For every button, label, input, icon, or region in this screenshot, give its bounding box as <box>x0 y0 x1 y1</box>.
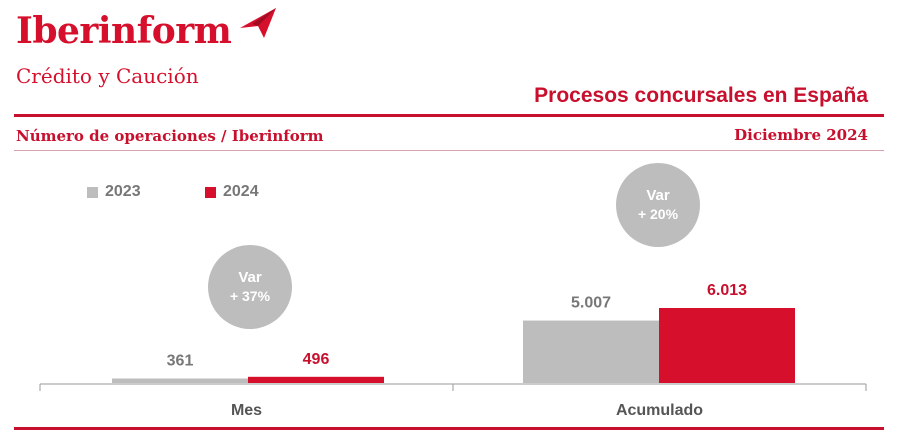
legend-item-2024: 2024 <box>205 183 259 201</box>
variation-value-mes: + 37% <box>230 288 271 304</box>
bar-mes-2023 <box>112 378 248 383</box>
data-label-mes-2024: 496 <box>303 351 330 368</box>
page-title: Procesos concursales en España <box>534 84 868 107</box>
header-divider <box>14 114 884 117</box>
bar-acumulado-2024 <box>659 308 795 383</box>
variation-label-acumulado: Var <box>646 187 670 204</box>
variation-badge-acumulado <box>616 163 700 247</box>
legend-swatch-2024 <box>205 186 216 198</box>
variation-label-mes: Var <box>238 269 262 286</box>
bar-acumulado-2023 <box>523 320 659 383</box>
x-tick-label-mes: Mes <box>231 402 262 419</box>
report-date: Diciembre 2024 <box>734 126 868 144</box>
brand-subtitle: Crédito y Caución <box>16 64 199 88</box>
variation-badge-mes <box>208 245 292 329</box>
bar-chart: 361 496 5.007 6.013 Mes Acumulado Var + 37% Var +… <box>39 163 867 419</box>
data-label-acumulado-2024: 6.013 <box>707 282 747 299</box>
bar-mes-2024 <box>248 376 384 383</box>
subtitle-divider <box>14 150 884 151</box>
footer-divider <box>14 427 884 430</box>
legend-label-2024: 2024 <box>223 183 259 200</box>
chart-subtitle: Número de operaciones / Iberinform <box>16 127 324 145</box>
legend-label-2023: 2023 <box>105 183 141 200</box>
paper-plane-icon <box>240 8 276 38</box>
legend-swatch-2023 <box>87 186 98 198</box>
data-label-mes-2023: 361 <box>167 352 194 369</box>
data-label-acumulado-2023: 5.007 <box>571 295 611 312</box>
legend-item-2023: 2023 <box>87 183 141 201</box>
x-tick-label-acumulado: Acumulado <box>616 402 703 419</box>
variation-value-acumulado: + 20% <box>638 206 679 222</box>
brand-name: Iberinform <box>16 10 232 52</box>
